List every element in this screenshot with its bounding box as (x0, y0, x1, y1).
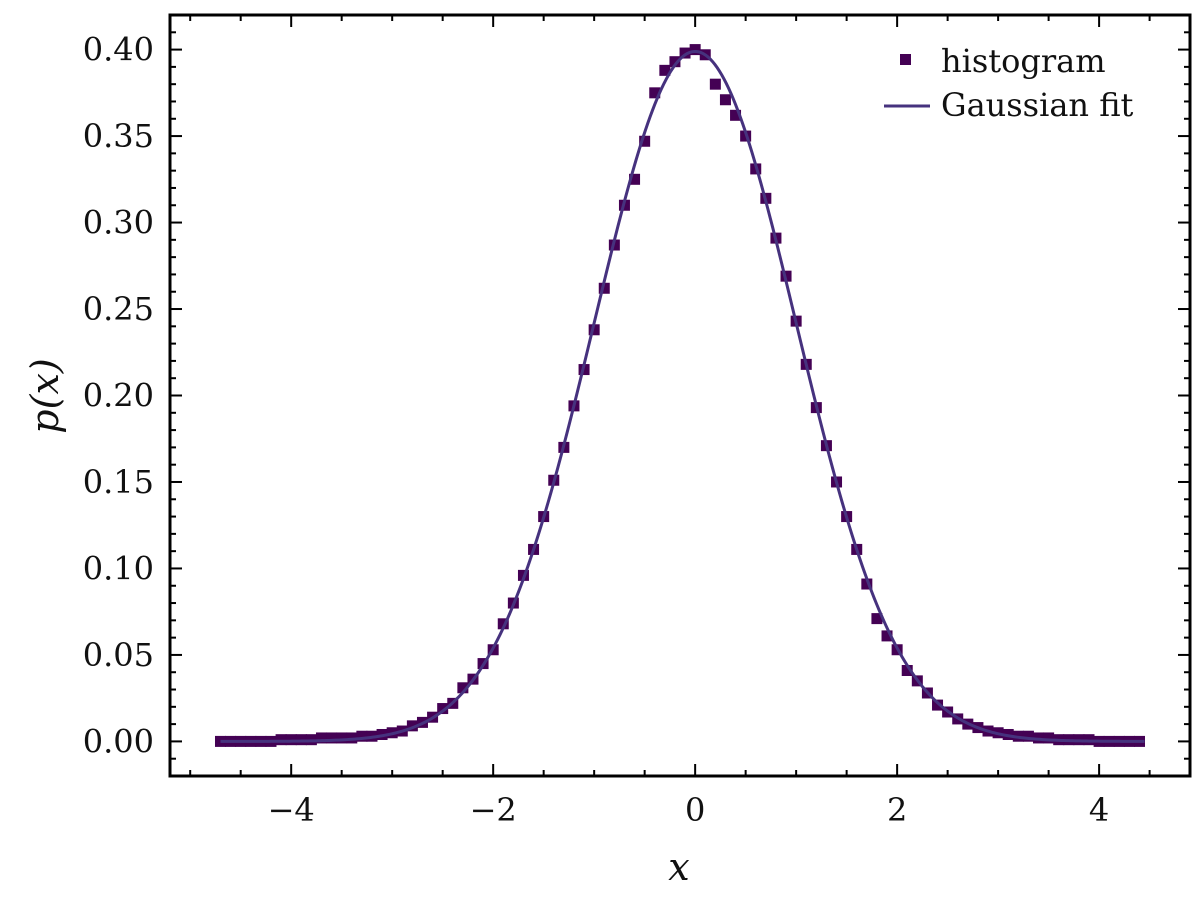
histogram-point (719, 94, 731, 106)
tick-labels: −4 −2 0 2 4 0.00 0.05 0.10 0.15 0.20 0.25 0.30 0.35 0… (83, 31, 1110, 829)
y-tick-label: 0.05 (83, 636, 154, 674)
histogram-point (598, 282, 610, 294)
histogram-point (214, 735, 226, 747)
histogram-point (406, 720, 418, 732)
histogram-point (315, 732, 327, 744)
x-tick-label: −4 (268, 791, 315, 829)
legend-label-histogram: histogram (941, 42, 1106, 80)
histogram-point (932, 699, 944, 711)
histogram-point (1043, 732, 1055, 744)
histogram-point (659, 64, 671, 76)
y-tick-label: 0.15 (83, 463, 154, 501)
histogram-point (649, 87, 661, 99)
histogram-point (629, 173, 641, 185)
y-tick-label: 0.40 (83, 31, 154, 69)
histogram-point (588, 324, 600, 336)
histogram-point (871, 613, 883, 625)
histogram-point (1022, 730, 1034, 742)
x-tick-label: 0 (685, 791, 705, 829)
y-tick-label: 0.20 (83, 377, 154, 415)
y-tick-label: 0.35 (83, 117, 154, 155)
histogram-point (730, 109, 742, 121)
histogram-point (669, 56, 681, 68)
gaussian-fit-line (220, 49, 1145, 743)
legend: histogram Gaussian fit (884, 42, 1134, 124)
legend-label-fit: Gaussian fit (941, 86, 1134, 124)
histogram-point (437, 703, 449, 715)
legend-marker-histogram (900, 54, 911, 65)
histogram-point (356, 730, 368, 742)
histogram-point (679, 47, 691, 59)
histogram-point (689, 44, 701, 56)
histogram-point (326, 732, 338, 744)
y-tick-label: 0.10 (83, 549, 154, 587)
y-tick-label: 0.30 (83, 204, 154, 242)
histogram-point (901, 664, 913, 676)
histogram-point (275, 734, 287, 746)
x-tick-label: 4 (1089, 791, 1109, 829)
x-tick-label: 2 (887, 791, 907, 829)
x-axis-title: x (668, 845, 689, 889)
histogram-point (336, 732, 348, 744)
histogram-point (861, 578, 873, 590)
histogram-point (497, 618, 509, 630)
x-tick-label: −2 (470, 791, 517, 829)
y-tick-label: 0.00 (83, 722, 154, 760)
histogram-point (457, 682, 469, 694)
histogram-point (709, 78, 721, 90)
y-tick-label: 0.25 (83, 290, 154, 328)
plot-area (214, 44, 1146, 747)
axis-ticks (170, 14, 1190, 777)
y-axis-title: p(x) (23, 358, 67, 433)
histogram-point (881, 630, 893, 642)
histogram-point (639, 135, 651, 147)
